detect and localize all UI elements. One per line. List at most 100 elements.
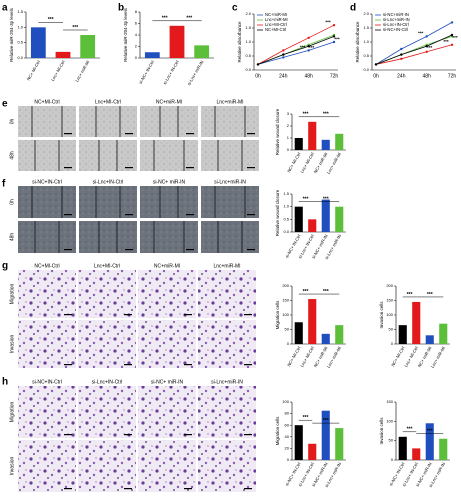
bar <box>439 438 448 460</box>
y-tick-label: 150 <box>386 399 393 404</box>
series-line <box>375 34 453 65</box>
y-tick-label: 0.0 <box>17 55 23 60</box>
bar <box>294 138 303 150</box>
micrograph <box>201 221 259 253</box>
micrograph <box>78 320 136 368</box>
y-tick-label: 1.5 <box>245 25 251 30</box>
bar <box>335 206 344 232</box>
image-column-label: si-NC+IN-Ctrl <box>32 379 62 385</box>
x-tick-label: 72h <box>330 73 339 79</box>
y-tick-label: 100 <box>282 312 289 317</box>
significance: *** <box>323 418 329 424</box>
significance: *** <box>303 112 309 118</box>
scale-bar <box>64 314 72 316</box>
point <box>307 45 310 48</box>
series-line <box>257 41 335 65</box>
scale-bar <box>64 364 72 366</box>
x-tick-label: si-NC+ IN-Ctrl <box>138 59 155 84</box>
panel-letter: a <box>2 3 8 14</box>
series-line <box>375 22 453 65</box>
significance: *** <box>303 289 309 295</box>
micrograph <box>201 106 259 137</box>
scale-bar <box>184 314 192 316</box>
panel-letter: g <box>2 261 8 272</box>
y-tick-label: 60 <box>285 422 290 427</box>
scale-bar <box>64 133 72 135</box>
micrograph <box>198 440 256 492</box>
point <box>307 36 310 39</box>
y-tick-label: 1.0 <box>245 39 251 44</box>
point <box>282 49 285 52</box>
y-tick-label: 200 <box>386 283 393 288</box>
x-tick-label: NC+ MI-Ctrl <box>26 59 41 81</box>
scale-bar <box>247 167 255 169</box>
micrograph <box>198 270 256 318</box>
bar <box>425 335 434 344</box>
point <box>332 24 336 27</box>
y-tick-label: 6 <box>135 21 138 26</box>
micrograph <box>18 140 76 171</box>
micrograph <box>201 140 259 171</box>
micrograph <box>18 270 76 318</box>
bar <box>398 436 407 460</box>
y-axis-label: Invasion cells <box>379 417 384 445</box>
panel-letter: e <box>2 99 8 110</box>
micrograph <box>78 440 136 492</box>
significance: *** <box>323 289 329 295</box>
significance: *** <box>427 292 433 298</box>
scale-bar <box>184 434 192 436</box>
y-tick-label: 1.5 <box>363 25 369 30</box>
legend-label: si-NC+IN-Ctrl <box>383 27 408 32</box>
scale-bar <box>184 364 192 366</box>
bar <box>412 301 421 344</box>
point <box>450 21 454 24</box>
micrograph <box>18 106 76 137</box>
y-tick-label: 0 <box>135 55 138 60</box>
significance: *** <box>323 196 329 202</box>
image-row-label: 0h <box>9 119 15 125</box>
scale-bar <box>247 133 255 135</box>
scale-bar <box>247 249 255 251</box>
bar <box>321 410 330 460</box>
bar <box>398 325 407 344</box>
bar <box>294 425 303 460</box>
micrograph <box>138 386 196 438</box>
micrograph <box>79 140 137 171</box>
x-tick-label: Lnc+ miR-MI <box>326 152 342 175</box>
scale-bar <box>124 314 132 316</box>
scale-bar <box>247 214 255 216</box>
bar <box>294 206 303 232</box>
scale-bar <box>124 434 132 436</box>
significance: *** <box>407 427 413 433</box>
micrograph <box>201 186 259 218</box>
bar <box>335 325 344 344</box>
y-tick-label: 0 <box>287 457 290 462</box>
x-tick-label: Lnc+ miR-MI <box>326 346 342 369</box>
point <box>332 35 336 38</box>
y-tick-label: 0 <box>287 341 290 346</box>
y-tick-label: 0.0 <box>245 67 251 72</box>
x-tick-label: 72h <box>448 73 457 79</box>
scale-bar <box>64 167 72 169</box>
y-axis-label: Invasion cells <box>379 301 384 329</box>
point <box>374 63 378 66</box>
y-tick-label: 100 <box>282 399 289 404</box>
y-tick-label: 3 <box>287 111 290 116</box>
y-tick-label: 40 <box>285 434 290 439</box>
scale-bar <box>244 488 252 490</box>
y-axis-label: Relative miR-204-3p levels <box>9 7 14 62</box>
y-tick-label: 1.5 <box>283 191 289 196</box>
image-row-label: Invasion <box>9 456 15 475</box>
y-tick-label: 80 <box>285 411 290 416</box>
point <box>256 63 260 66</box>
point <box>332 40 336 44</box>
micrograph <box>138 320 196 368</box>
image-column-label: Lnc+MI-Ctrl <box>95 99 121 105</box>
x-tick-label: 48h <box>304 73 313 79</box>
y-tick-label: 200 <box>282 283 289 288</box>
bar <box>321 199 330 232</box>
y-tick-label: 0.5 <box>17 40 23 45</box>
bar <box>321 333 330 344</box>
x-tick-label: Lnc+ MI-Ctrl <box>50 59 66 81</box>
